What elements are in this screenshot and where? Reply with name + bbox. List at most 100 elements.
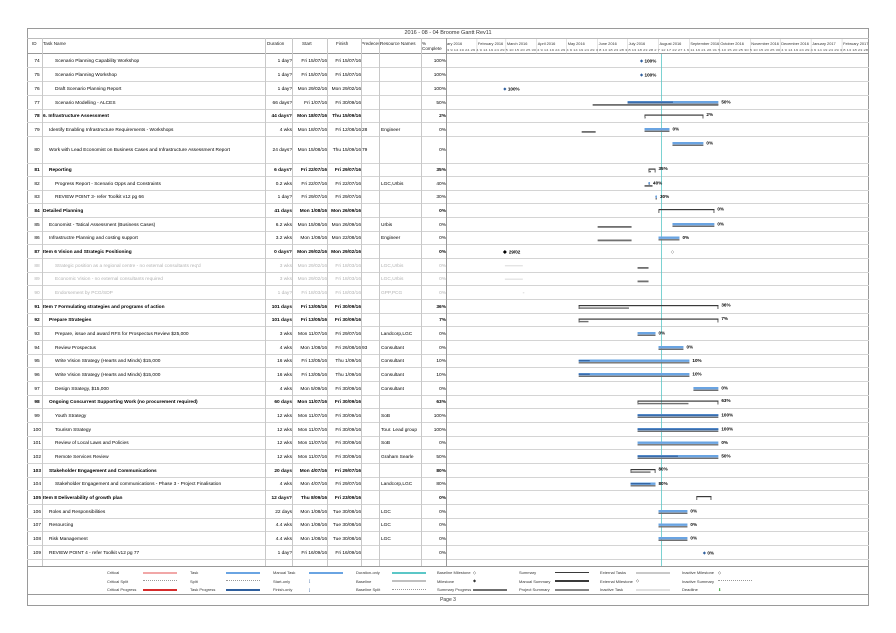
task-finish: Mon 26/09/16 bbox=[331, 222, 361, 228]
summary-bar bbox=[644, 114, 704, 116]
table-row[interactable]: 81 Reporting 6 days? Fri 22/07/16 Fri 29/07/… bbox=[27, 164, 869, 177]
baseline-bar bbox=[658, 348, 684, 350]
inactive-task-bar bbox=[522, 292, 525, 294]
bar-label: 80% bbox=[659, 467, 668, 472]
col-start-header[interactable]: Start bbox=[302, 41, 312, 46]
baseline-bar bbox=[578, 362, 690, 364]
table-row[interactable]: 107 Resourcing 4.4 wks Mon 1/08/16 Tue 30/08… bbox=[27, 519, 869, 532]
table-row[interactable]: 104 Stakeholder Engagement and communicat… bbox=[27, 478, 869, 491]
table-row[interactable]: 86 Infrastructre Planning and costing sup… bbox=[27, 232, 869, 245]
legend-label: Start-only bbox=[273, 578, 291, 584]
task-predecessors: 79 bbox=[362, 148, 368, 153]
task-finish: Fri 29/07/16 bbox=[334, 468, 361, 474]
task-finish: Mon 29/02/16 bbox=[331, 249, 361, 255]
legend-label: Inactive Task bbox=[600, 587, 624, 592]
col-pct-header[interactable]: % Complete bbox=[422, 41, 442, 51]
task-resource: Landcorp,LGC bbox=[381, 482, 413, 487]
table-row[interactable]: 75 Scenario Planning Workshop 1 day? Fri 15… bbox=[27, 68, 869, 82]
task-id: 77 bbox=[34, 100, 40, 106]
divider-resource bbox=[421, 38, 422, 566]
table-row[interactable]: 105 Item 8 Deliverability of growth plan 1… bbox=[27, 491, 869, 505]
task-finish: Mon 26/09/16 bbox=[331, 208, 361, 214]
task-name: Review Prospectus bbox=[55, 345, 97, 351]
table-row[interactable]: 106 Roles and Responsibilities 22 days Mon … bbox=[27, 505, 869, 519]
task-finish: Fri 29/07/16 bbox=[334, 168, 361, 173]
task-resource: LGC,Urbis bbox=[381, 263, 404, 269]
table-row[interactable]: 100 Tourism Strategy 12 wks Mon 11/07/16 Fri… bbox=[27, 423, 869, 437]
col-task-header[interactable]: Task Name bbox=[43, 41, 66, 46]
table-row[interactable]: 99 Youth Strategy 12 wks Mon 11/07/16 Fri 30… bbox=[27, 409, 869, 423]
table-row[interactable]: 84 Detailed Planning 41 days Mon 1/08/16 Mon… bbox=[27, 204, 869, 218]
legend-swatch-external-milestone: ◇ bbox=[636, 578, 640, 583]
task-name: Item 6 Vision and Strategic Positioning bbox=[43, 249, 132, 255]
summary-progress-bar bbox=[637, 402, 689, 405]
table-row[interactable]: 78 6. Infrastructure Assessment 44 days? Mo… bbox=[27, 110, 869, 123]
legend-label: Deadline bbox=[682, 587, 698, 592]
task-name: Remote Services Review bbox=[55, 454, 109, 460]
task-duration: 12 wks bbox=[277, 427, 292, 433]
summary-bar bbox=[658, 209, 715, 211]
table-row[interactable]: 79 Identify Enabling Infrastructure Requi… bbox=[27, 123, 869, 137]
col-finish-header[interactable]: Finish bbox=[336, 41, 349, 46]
table-row[interactable]: 96 Write Vision Strategy (Hearts and Mind… bbox=[27, 368, 869, 382]
table-row[interactable]: 98 Ongoing Concurrent Supporting Work (no… bbox=[27, 396, 869, 409]
col-predecessors-header[interactable]: Predecessors bbox=[361, 41, 381, 46]
task-id: 95 bbox=[34, 359, 40, 364]
task-start: Fri 13/05/16 bbox=[301, 359, 327, 364]
table-row[interactable]: 94 Review Prospectus 4 wks Mon 1/08/16 Fri 2… bbox=[27, 341, 869, 355]
baseline-bar bbox=[648, 184, 651, 186]
col-resource-header[interactable]: Resource Names bbox=[380, 41, 416, 46]
baseline-bar bbox=[597, 239, 632, 242]
task-pct-complete: 63% bbox=[436, 400, 446, 405]
milestone-marker bbox=[702, 551, 706, 555]
table-row[interactable]: 76 Draft Scenario Planning Report 1 day? Mo… bbox=[27, 82, 869, 96]
task-start: Fri 13/05/16 bbox=[300, 318, 327, 323]
table-row[interactable]: 88 Strategic position as a regional centr… bbox=[27, 259, 869, 273]
table-row[interactable]: 103 Stakeholder Engagement and Communicat… bbox=[27, 464, 869, 478]
table-row[interactable]: 83 REVIEW POINT 3- refer Toolkit v12 pg 6… bbox=[27, 191, 869, 204]
legend-label: Duration-only bbox=[356, 570, 380, 575]
task-start: Mon 18/07/16 bbox=[297, 114, 327, 119]
baseline-bar bbox=[658, 512, 688, 514]
table-row[interactable]: 82 Progress Report - Scenario Opps and Co… bbox=[27, 177, 869, 191]
summary-bar bbox=[637, 400, 719, 402]
task-name: Prepare Strategies bbox=[49, 318, 92, 323]
table-row[interactable]: 77 Scenario Modelling - ALCES 66 days? Fri … bbox=[27, 96, 869, 110]
task-finish: Fri 30/09/16 bbox=[335, 413, 361, 419]
bar-label: 35% bbox=[659, 166, 668, 171]
table-row[interactable]: 93 Prepare, issue and award RFS for Prosp… bbox=[27, 327, 869, 341]
task-duration: 20 days bbox=[274, 468, 292, 474]
task-name: Prepare, issue and award RFS for Prospec… bbox=[55, 331, 189, 337]
col-duration-header[interactable]: Duration bbox=[267, 41, 285, 46]
month-label: February 2017 bbox=[843, 41, 868, 46]
page-frame bbox=[27, 28, 869, 606]
inactive-task-bar bbox=[504, 278, 523, 280]
table-row[interactable]: 74 Scenario Planning Capability Workshop 1… bbox=[27, 54, 869, 68]
table-row[interactable]: 109 REVIEW POINT 4 - refer Toolkit v12 pg… bbox=[27, 546, 869, 560]
task-id: 105 bbox=[32, 495, 41, 501]
task-start: Mon 15/08/16 bbox=[297, 148, 327, 153]
table-row[interactable]: 95 Write Vision Strategy (Hearts and Mind… bbox=[27, 355, 869, 368]
table-row[interactable]: 80 Work with Lead Economist on Business C… bbox=[27, 137, 869, 164]
table-row[interactable]: 97 Design Strategy, $15,000 4 wks Mon 5/09/… bbox=[27, 382, 869, 396]
table-row[interactable]: 91 Item 7 Formulating strategies and prog… bbox=[27, 300, 869, 314]
table-row[interactable]: 92 Prepare Strategies 101 days Fri 13/05/16… bbox=[27, 314, 869, 327]
task-bar bbox=[578, 359, 690, 362]
table-row[interactable]: 102 Remote Services Review 12 wks Mon 11/07… bbox=[27, 450, 869, 464]
legend-swatch-summary bbox=[555, 571, 589, 573]
task-id: 83 bbox=[34, 195, 40, 200]
bar-label: 7% bbox=[721, 316, 728, 321]
col-id-header[interactable]: ID bbox=[32, 41, 37, 46]
table-row[interactable]: 89 Economic Vision - no external consulta… bbox=[27, 273, 869, 286]
table-row[interactable]: 85 Economist - Tatical Assessment (Busine… bbox=[27, 218, 869, 232]
task-finish: Tue 30/08/16 bbox=[332, 523, 361, 528]
month-label: February 2016 bbox=[478, 41, 503, 46]
summary-cap-end bbox=[717, 305, 719, 309]
bar-label: 100% bbox=[721, 413, 733, 418]
task-pct-complete: 10% bbox=[436, 359, 446, 364]
table-row[interactable]: 87 Item 6 Vision and Strategic Positionin… bbox=[27, 245, 869, 259]
table-row[interactable]: 101 Review of Local Laws and Policies 12 w… bbox=[27, 437, 869, 450]
table-row[interactable]: 108 Risk Management 4.4 wks Mon 1/08/16 Tue … bbox=[27, 532, 869, 546]
task-resource: Urbis bbox=[381, 222, 393, 228]
table-row[interactable]: 90 Endorsement by PCG/SDP 1 day? Fri 18/03/… bbox=[27, 286, 869, 300]
